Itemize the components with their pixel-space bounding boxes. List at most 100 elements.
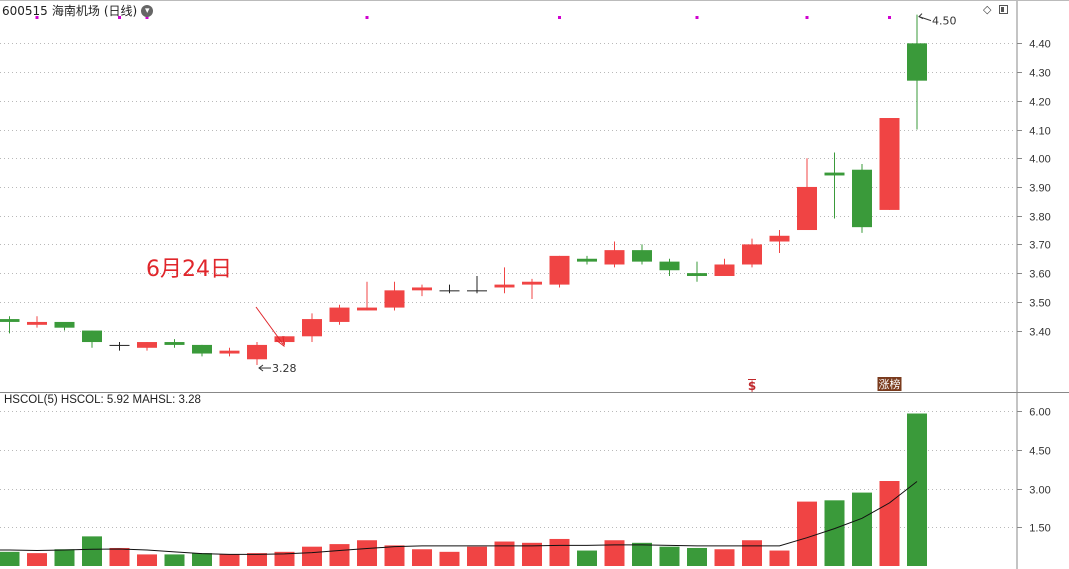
hscol-bar [769,550,790,566]
hscol-bar [192,553,212,566]
candle [577,255,597,265]
candle [797,158,817,231]
diamond-icon[interactable]: ◇ [983,4,992,16]
hscol-bar [384,545,405,566]
candle-body [329,307,350,322]
hscol-bar [439,551,460,566]
candle [494,267,515,294]
mahsl-polyline [0,481,918,555]
hscol-bar [852,492,872,566]
candle [522,278,542,299]
event-dot [35,16,39,19]
event-dot [695,16,699,19]
candle [604,241,625,268]
candle-body [632,250,652,262]
candle-body [137,342,157,348]
candle-body [109,344,130,346]
event-dot [805,16,809,19]
dollar-event-marker[interactable]: $ [748,379,756,393]
candle [109,342,130,351]
y-tick-label: 4.10 [1029,126,1050,138]
candle [467,275,487,294]
high-marker-arrow [918,13,924,20]
candle-body [274,336,295,343]
candle-body [164,342,185,345]
candle-body [0,319,20,322]
candle-body [852,169,872,228]
candle-body [824,172,845,176]
candle-body [467,290,487,292]
candle-body [714,264,735,276]
candle [219,347,240,357]
event-dot [888,16,891,19]
stock-name: 海南机场 [51,4,100,18]
mahsl-line [0,481,918,555]
candle [852,163,872,233]
chart-header: 600515 海南机场 (日线) ▾ [2,2,154,19]
candle [769,230,790,254]
period-label: (日线) [103,4,138,18]
hscol-value: 5.92 [106,394,130,406]
y-tick-label: 3.00 [1029,485,1050,497]
y-tick-label: 4.30 [1029,68,1050,80]
candle [412,284,432,297]
candle-body [769,235,790,242]
hscol-bar [714,549,735,566]
chevron-down-icon[interactable]: ▾ [141,4,154,17]
candle [907,14,927,130]
candle [82,330,102,348]
candle-body [659,261,680,271]
candle [714,258,735,276]
y-tick-label: 1.50 [1029,523,1050,535]
hscol-bar [247,553,267,566]
hscol-bar [164,554,185,566]
hscol-bar [274,551,295,566]
low-price-marker: 3.28 [258,362,297,375]
candle-body [384,290,405,308]
candle-body [412,287,432,291]
window-toggle-icon[interactable] [999,5,1009,14]
hscol-bar [54,549,75,566]
candle [632,244,652,265]
hscol-bar [494,541,515,566]
candle [384,281,405,311]
hscol-bar [549,538,570,566]
event-dot [558,16,561,19]
candle-body [687,273,707,276]
stock-code: 600515 [2,3,48,18]
candle [247,342,267,366]
candle-body [54,321,75,328]
candle-body [494,284,515,288]
candle-body [192,344,212,354]
candle [302,313,322,343]
y-tick-label: 4.00 [1029,154,1050,166]
y-axis-ticks: 3.40 3.50 3.60 3.70 3.80 3.90 4.00 4.10 4.20 4.30… [1017,39,1051,535]
limit-up-badge[interactable]: 涨榜 [877,377,902,391]
low-price-label: 3.28 [272,362,297,375]
y-tick-label: 4.20 [1029,97,1050,109]
candle [439,284,460,294]
candle-body [439,290,460,292]
mahsl-value: 3.28 [178,394,201,406]
date-annotation: 6月24日 [146,257,232,282]
hscol-bar [357,540,377,566]
hscol-bar [27,553,47,566]
high-price-label: 4.50 [932,15,957,28]
event-dot [118,16,121,19]
candle [329,304,350,325]
candle-body [522,281,542,285]
y-tick-label: 3.60 [1029,269,1050,281]
candle-body [742,244,762,265]
hscol-bar [82,536,102,566]
hscol-bar [879,481,900,566]
indicator-name: HSCOL(5) [4,394,58,406]
candle-body [27,321,47,325]
event-dot [365,16,369,19]
y-tick-label: 6.00 [1029,407,1050,419]
candle-body [302,319,322,337]
candle-body [604,250,625,265]
limit-up-badge-label: 涨榜 [879,377,901,391]
limit-up-badge-bg [877,377,902,391]
